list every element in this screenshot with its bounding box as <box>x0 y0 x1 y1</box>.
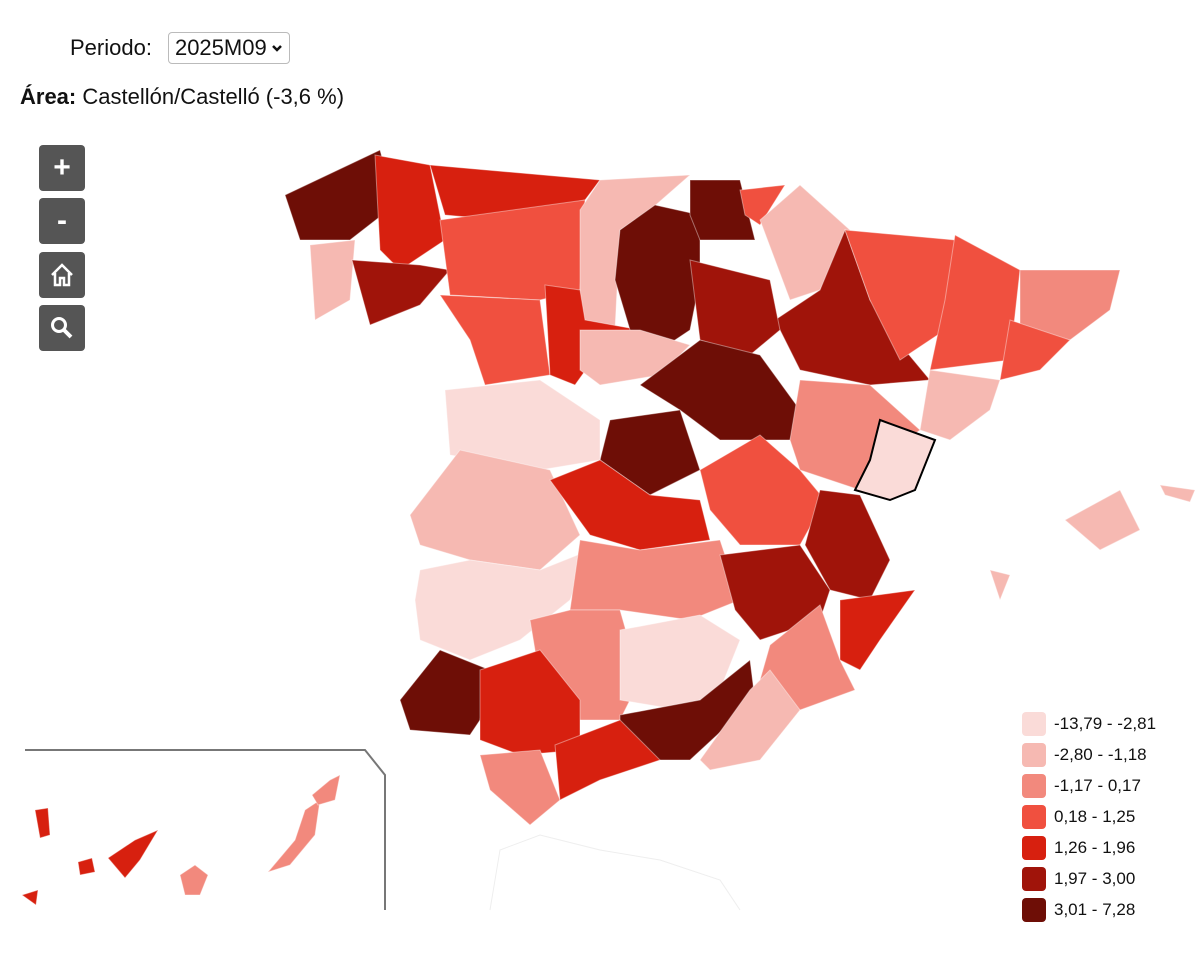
periodo-value: 2025M09 <box>174 35 267 60</box>
province[interactable] <box>374 154 446 271</box>
province[interactable] <box>599 409 701 496</box>
legend-range: 1,26 - 1,96 <box>1054 837 1136 857</box>
zoom-in-button[interactable]: + <box>39 145 85 191</box>
province[interactable] <box>569 539 741 621</box>
province[interactable] <box>20 889 39 906</box>
province[interactable] <box>689 259 781 356</box>
province[interactable] <box>554 719 661 801</box>
province[interactable] <box>689 179 756 241</box>
legend-item: 3,01 - 7,28 <box>1022 894 1156 925</box>
province[interactable] <box>1064 489 1141 551</box>
province[interactable] <box>989 569 1011 602</box>
province[interactable] <box>1159 484 1196 503</box>
province[interactable] <box>739 184 786 226</box>
chevron-down-icon <box>271 45 282 52</box>
selected-area: Área: Castellón/Castelló (-3,6 %) <box>20 84 344 110</box>
canary-islands[interactable] <box>20 774 341 906</box>
legend-swatch <box>1022 742 1046 767</box>
province[interactable] <box>699 669 801 771</box>
province[interactable] <box>284 149 396 241</box>
legend-range: 0,18 - 1,25 <box>1054 806 1136 826</box>
home-icon <box>51 263 73 287</box>
legend-range: 1,97 - 3,00 <box>1054 868 1136 888</box>
legend-item: 0,18 - 1,25 <box>1022 801 1156 832</box>
periodo-select[interactable]: 2025M09 <box>167 32 290 64</box>
province[interactable] <box>399 649 491 736</box>
province-selected-castellon[interactable] <box>853 418 937 502</box>
legend-range: 3,01 - 7,28 <box>1054 899 1136 919</box>
province[interactable] <box>844 229 956 361</box>
area-label: Área: <box>20 84 77 109</box>
province[interactable] <box>439 294 551 386</box>
periodo-label: Periodo: <box>70 35 152 60</box>
legend-item: 1,97 - 3,00 <box>1022 863 1156 894</box>
province[interactable] <box>549 459 711 551</box>
legend: -13,79 - -2,81 -2,80 - -1,18 -1,17 - 0,17 0… <box>1022 708 1156 925</box>
area-value: Castellón/Castelló (-3,6 %) <box>82 84 345 109</box>
province[interactable] <box>479 749 561 826</box>
legend-item: -2,80 - -1,18 <box>1022 739 1156 770</box>
search-icon <box>51 317 73 339</box>
province[interactable] <box>107 828 160 879</box>
province[interactable] <box>351 259 451 326</box>
legend-swatch <box>1022 773 1046 798</box>
legend-item: -13,79 - -2,81 <box>1022 708 1156 739</box>
search-button[interactable] <box>39 305 85 351</box>
home-button[interactable] <box>39 252 85 298</box>
province[interactable] <box>311 774 341 806</box>
province[interactable] <box>34 807 51 839</box>
province[interactable] <box>266 798 321 874</box>
legend-swatch <box>1022 711 1046 736</box>
zoom-out-button[interactable]: - <box>39 198 85 244</box>
legend-swatch <box>1022 835 1046 860</box>
province[interactable] <box>614 204 701 351</box>
provinces[interactable] <box>284 149 1196 826</box>
legend-swatch <box>1022 804 1046 829</box>
legend-item: 1,26 - 1,96 <box>1022 832 1156 863</box>
province[interactable] <box>309 239 356 321</box>
province[interactable] <box>919 369 1001 441</box>
periodo-control: Periodo: 2025M09 <box>70 32 290 64</box>
legend-range: -13,79 - -2,81 <box>1054 713 1157 733</box>
legend-range: -2,80 - -1,18 <box>1054 744 1147 764</box>
canary-inset-border <box>25 749 386 910</box>
province[interactable] <box>409 449 581 571</box>
province[interactable] <box>929 234 1021 371</box>
province[interactable] <box>77 857 96 876</box>
legend-swatch <box>1022 866 1046 891</box>
province[interactable] <box>839 589 917 671</box>
morocco-outline <box>489 834 741 911</box>
legend-swatch <box>1022 897 1046 922</box>
legend-item: -1,17 - 0,17 <box>1022 770 1156 801</box>
province[interactable] <box>1019 269 1121 341</box>
province[interactable] <box>999 319 1071 381</box>
province[interactable] <box>179 864 209 896</box>
legend-range: -1,17 - 0,17 <box>1054 775 1141 795</box>
